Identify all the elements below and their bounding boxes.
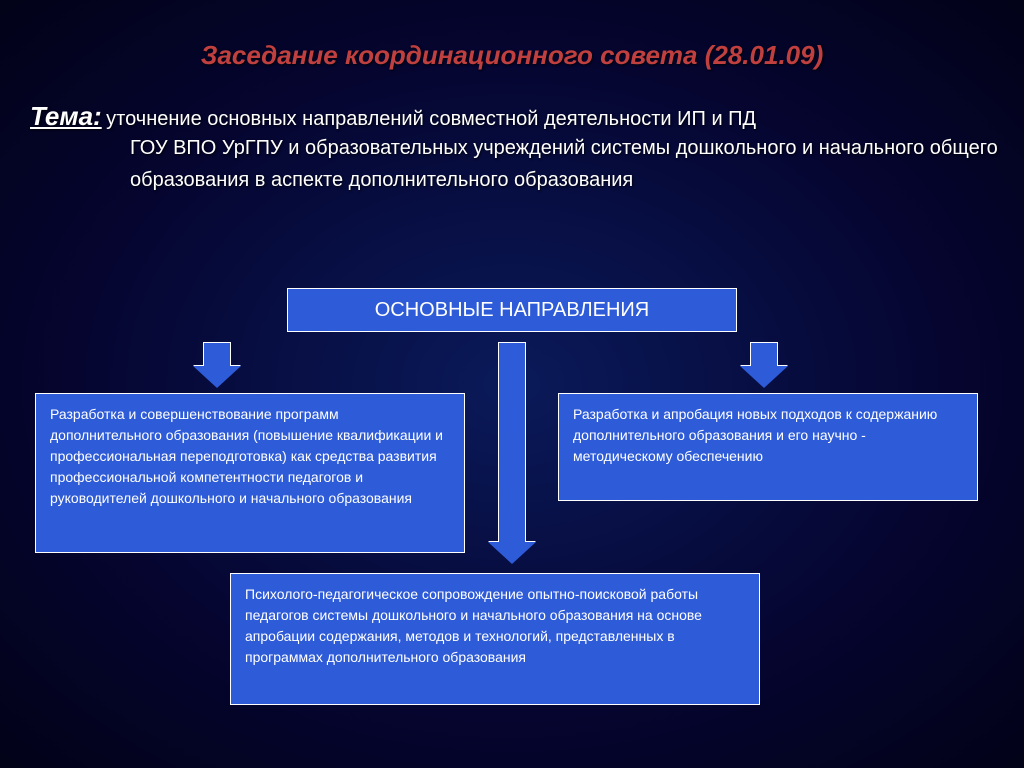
slide-title: Заседание координационного совета (28.01…: [0, 0, 1024, 71]
subtitle-block: Тема: уточнение основных направлений сов…: [0, 71, 1024, 132]
subtitle-label: Тема:: [30, 101, 102, 131]
bottom-direction-box: Психолого-педагогическое сопровождение о…: [230, 573, 760, 705]
main-directions-box: ОСНОВНЫЕ НАПРАВЛЕНИЯ: [287, 288, 737, 332]
left-direction-box: Разработка и совершенствование программ …: [35, 393, 465, 553]
subtitle-line1: уточнение основных направлений совместно…: [106, 108, 756, 130]
right-direction-box: Разработка и апробация новых подходов к …: [558, 393, 978, 501]
subtitle-continuation: ГОУ ВПО УрГПУ и образовательных учрежден…: [0, 132, 1024, 196]
